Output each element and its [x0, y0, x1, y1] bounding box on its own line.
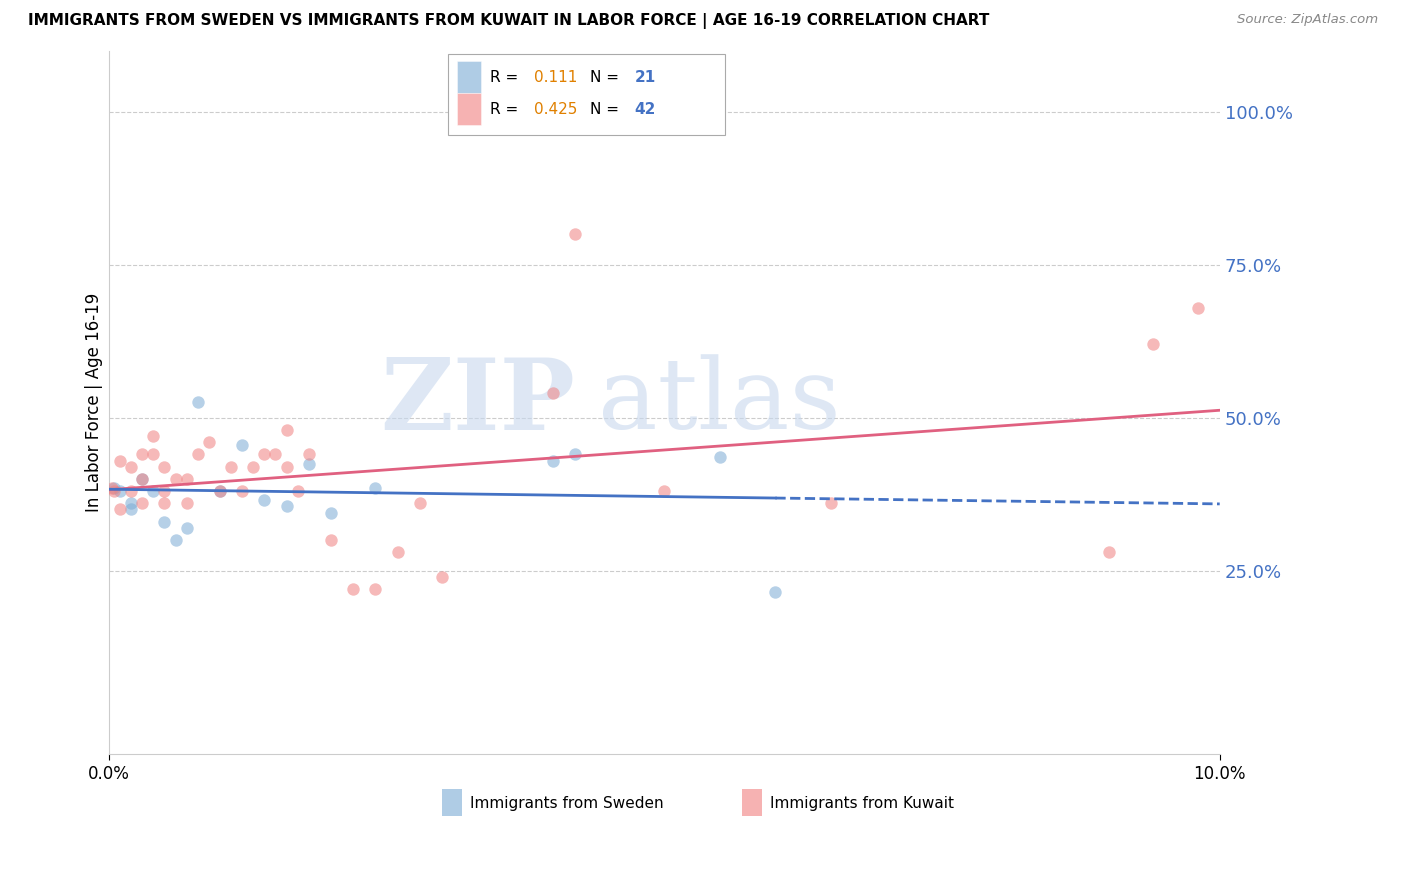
Text: N =: N = — [591, 102, 624, 117]
Point — [153, 459, 176, 474]
Point — [187, 395, 209, 409]
Point — [120, 502, 142, 516]
Point — [176, 472, 198, 486]
Point — [120, 484, 142, 499]
Point — [108, 453, 131, 467]
Bar — [742, 789, 762, 816]
Point — [264, 447, 287, 461]
Point — [709, 450, 731, 465]
Point — [153, 515, 176, 529]
Text: Immigrants from Sweden: Immigrants from Sweden — [470, 796, 664, 811]
Point — [231, 438, 253, 452]
Text: atlas: atlas — [598, 354, 841, 450]
Point — [120, 459, 142, 474]
Point — [142, 484, 165, 499]
Bar — [457, 62, 481, 93]
Point — [409, 496, 432, 510]
Point — [176, 496, 198, 510]
Point — [564, 447, 586, 461]
Text: 21: 21 — [634, 70, 655, 85]
Point — [364, 481, 387, 495]
Text: R =: R = — [489, 102, 523, 117]
Point — [319, 533, 342, 547]
Point — [298, 447, 321, 461]
Point — [287, 484, 309, 499]
Point — [253, 447, 276, 461]
Point — [165, 533, 187, 547]
Text: 42: 42 — [634, 102, 655, 117]
Point — [1142, 337, 1164, 351]
Point — [763, 585, 786, 599]
Point — [219, 459, 242, 474]
Text: N =: N = — [591, 70, 624, 85]
Point — [820, 496, 842, 510]
Point — [208, 484, 231, 499]
Text: IMMIGRANTS FROM SWEDEN VS IMMIGRANTS FROM KUWAIT IN LABOR FORCE | AGE 16-19 CORR: IMMIGRANTS FROM SWEDEN VS IMMIGRANTS FRO… — [28, 13, 990, 29]
Point — [120, 496, 142, 510]
Point — [319, 506, 342, 520]
Point — [430, 570, 453, 584]
Point — [1098, 545, 1121, 559]
Point — [108, 502, 131, 516]
Bar — [441, 789, 463, 816]
Point — [564, 227, 586, 242]
Point — [541, 386, 564, 401]
Y-axis label: In Labor Force | Age 16-19: In Labor Force | Age 16-19 — [86, 293, 103, 512]
Point — [131, 472, 153, 486]
Point — [1187, 301, 1209, 315]
Point — [208, 484, 231, 499]
Point — [276, 423, 298, 437]
Point — [298, 457, 321, 471]
Point — [131, 472, 153, 486]
Point — [652, 484, 675, 499]
Point — [108, 484, 131, 499]
Point — [364, 582, 387, 596]
Point — [153, 496, 176, 510]
Point — [231, 484, 253, 499]
Point — [131, 447, 153, 461]
Point — [103, 484, 125, 499]
Point — [276, 500, 298, 514]
Point — [142, 429, 165, 443]
FancyBboxPatch shape — [447, 54, 725, 135]
Point — [253, 493, 276, 508]
Bar — [457, 93, 481, 125]
Point — [276, 459, 298, 474]
Point — [541, 453, 564, 467]
Point — [342, 582, 364, 596]
Point — [103, 481, 125, 495]
Text: R =: R = — [489, 70, 523, 85]
Text: 0.425: 0.425 — [534, 102, 578, 117]
Point — [101, 481, 124, 495]
Point — [187, 447, 209, 461]
Point — [142, 447, 165, 461]
Text: Immigrants from Kuwait: Immigrants from Kuwait — [770, 796, 953, 811]
Point — [131, 496, 153, 510]
Point — [165, 472, 187, 486]
Point — [242, 459, 264, 474]
Point — [198, 435, 221, 450]
Text: 0.111: 0.111 — [534, 70, 578, 85]
Point — [176, 521, 198, 535]
Point — [153, 484, 176, 499]
Text: Source: ZipAtlas.com: Source: ZipAtlas.com — [1237, 13, 1378, 27]
Point — [387, 545, 409, 559]
Text: ZIP: ZIP — [381, 354, 575, 450]
